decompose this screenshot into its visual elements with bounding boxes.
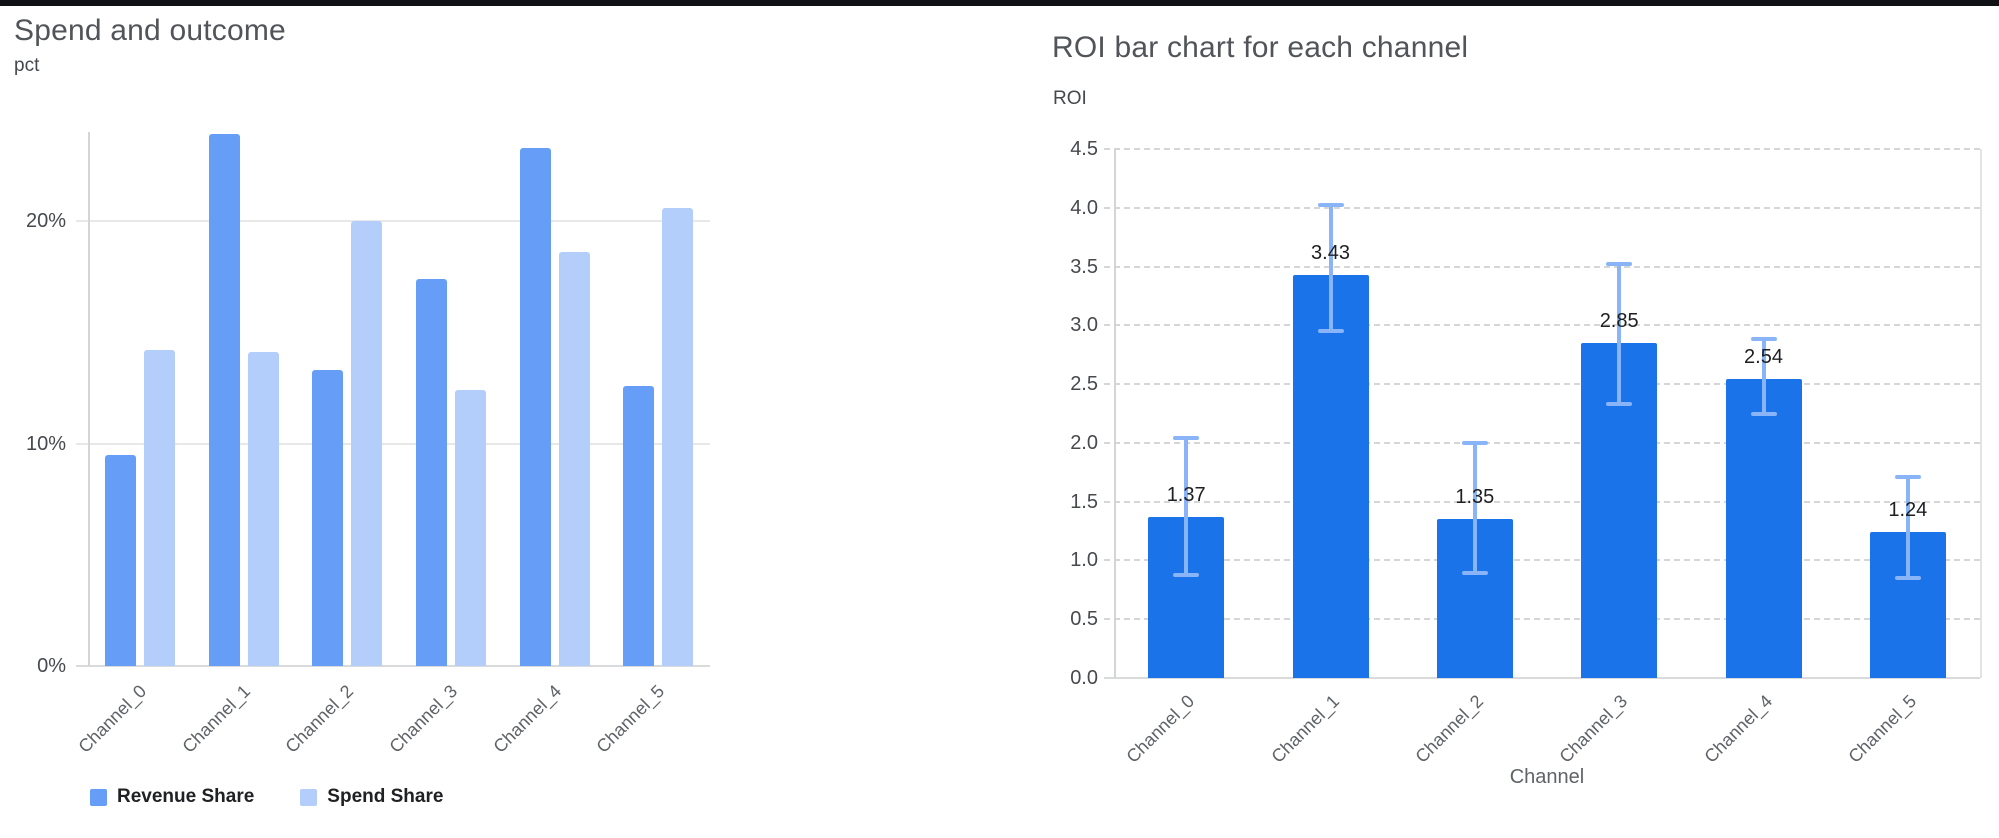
x-axis-title-channel: Channel — [1509, 766, 1585, 788]
error-bar-cap-top-channel_1 — [1317, 203, 1344, 208]
bar-value-label-channel_2: 1.35 — [1455, 486, 1495, 509]
gridline-3.5 — [1104, 265, 1980, 268]
error-bar-cap-top-channel_4 — [1750, 337, 1777, 342]
bar-value-label-channel_4: 2.54 — [1744, 346, 1783, 369]
spend-outcome-chart[interactable]: Spend and outcome pct 0% 10% 20% Channel_0 C… — [0, 0, 770, 830]
bar-spend-share-channel_1[interactable] — [247, 352, 279, 666]
error-bar-stem-channel_2 — [1472, 442, 1477, 574]
y-tick-3.5: 3.5 — [1070, 255, 1098, 278]
bar-value-label-channel_0: 1.37 — [1166, 483, 1206, 506]
error-bar-cap-top-channel_2 — [1461, 440, 1488, 445]
error-bar-cap-bottom-channel_3 — [1606, 402, 1633, 407]
bar-roi-channel_1[interactable] — [1292, 274, 1369, 678]
bar-revenue-share-channel_0[interactable] — [104, 454, 136, 666]
y-tick-4.5: 4.5 — [1070, 138, 1098, 160]
gridline-20% — [76, 220, 710, 222]
y-tick-0%: 0% — [37, 655, 66, 677]
error-bar-stem-channel_3 — [1617, 264, 1622, 405]
gridline-1.0 — [1104, 559, 1980, 562]
legend-label: Revenue Share — [117, 786, 255, 807]
error-bar-cap-bottom-channel_5 — [1894, 576, 1921, 581]
window-bottom-border — [0, 0, 1999, 6]
bar-spend-share-channel_5[interactable] — [662, 207, 694, 666]
legend-swatch — [90, 788, 107, 806]
error-bar-cap-top-channel_3 — [1606, 262, 1633, 267]
spend-outcome-plot-area: 0% 10% 20% Channel_0 Channel_1 Channel_2 Chann… — [0, 0, 770, 830]
y-tick-0.5: 0.5 — [1070, 608, 1098, 631]
chart-title-roi: ROI bar chart for each channel — [1052, 31, 1469, 64]
gridline-10% — [76, 442, 710, 445]
y-tick-2.5: 2.5 — [1070, 373, 1098, 396]
error-bar-stem-channel_4 — [1761, 339, 1766, 414]
y-tick-1.0: 1.0 — [1070, 549, 1098, 572]
y-axis-unit-pct: pct — [14, 55, 40, 76]
legend-item-revenue-share[interactable]: Revenue Share — [90, 786, 254, 808]
y-axis-line — [88, 132, 90, 666]
bar-spend-share-channel_3[interactable] — [454, 390, 486, 666]
bar-revenue-share-channel_3[interactable] — [415, 278, 447, 666]
x-label-channel_5: Channel_5 — [1844, 691, 1920, 767]
bar-revenue-share-channel_4[interactable] — [519, 147, 551, 666]
bar-spend-share-channel_0[interactable] — [143, 350, 175, 666]
y-tick-1.5: 1.5 — [1070, 490, 1098, 513]
y-axis-unit-roi: ROI — [1053, 88, 1087, 109]
x-label-channel_4: Channel_4 — [1699, 691, 1776, 767]
error-bar-cap-bottom-channel_0 — [1173, 572, 1200, 577]
bar-spend-share-channel_2[interactable] — [351, 221, 383, 666]
error-bar-cap-top-channel_5 — [1894, 474, 1921, 479]
y-tick-0.0: 0.0 — [1070, 667, 1098, 689]
bar-revenue-share-channel_2[interactable] — [312, 370, 344, 666]
error-bar-cap-bottom-channel_4 — [1750, 411, 1777, 416]
y-tick-20%: 20% — [25, 210, 66, 232]
legend-label: Spend Share — [327, 786, 444, 807]
gridline-3.0 — [1104, 324, 1980, 327]
gridline-1.5 — [1104, 500, 1980, 503]
gridline-0% — [76, 665, 710, 667]
gridline-2.0 — [1104, 441, 1980, 444]
gridline-0.0 — [1104, 677, 1980, 679]
legend-swatch — [300, 788, 318, 806]
chart-title-spend-outcome: Spend and outcome — [14, 14, 286, 47]
error-bar-cap-top-channel_0 — [1173, 436, 1200, 441]
bar-spend-share-channel_4[interactable] — [558, 252, 590, 666]
roi-chart[interactable]: ROI bar chart for each channel ROI 0.0 0.… — [820, 0, 1999, 830]
plot-right-border — [1980, 149, 1982, 678]
x-label-channel_1: Channel_1 — [1266, 691, 1343, 767]
x-label-channel_0: Channel_0 — [1122, 691, 1199, 767]
error-bar-stem-channel_5 — [1905, 476, 1910, 579]
bar-revenue-share-channel_1[interactable] — [208, 134, 240, 666]
gridline-4.5 — [1104, 148, 1980, 150]
y-tick-10%: 10% — [25, 432, 66, 455]
legend-item-spend-share[interactable]: Spend Share — [300, 786, 443, 808]
y-tick-3.0: 3.0 — [1070, 314, 1098, 337]
bar-roi-channel_4[interactable] — [1725, 379, 1802, 678]
gridline-0.5 — [1104, 618, 1980, 621]
bar-value-label-channel_1: 3.43 — [1311, 241, 1350, 264]
legend: Revenue Share Spend Share — [90, 786, 443, 808]
bar-value-label-channel_5: 1.24 — [1888, 499, 1928, 522]
error-bar-cap-bottom-channel_1 — [1317, 329, 1344, 334]
y-tick-4.0: 4.0 — [1070, 196, 1098, 219]
bar-revenue-share-channel_5[interactable] — [623, 385, 655, 666]
bar-value-label-channel_3: 2.85 — [1599, 309, 1639, 332]
error-bar-stem-channel_0 — [1184, 438, 1189, 575]
y-tick-2.0: 2.0 — [1070, 431, 1098, 454]
y-axis-line — [1114, 149, 1116, 678]
gridline-2.5 — [1104, 383, 1980, 386]
error-bar-stem-channel_1 — [1328, 205, 1333, 332]
error-bar-cap-bottom-channel_2 — [1461, 571, 1488, 576]
gridline-4.0 — [1104, 206, 1980, 209]
